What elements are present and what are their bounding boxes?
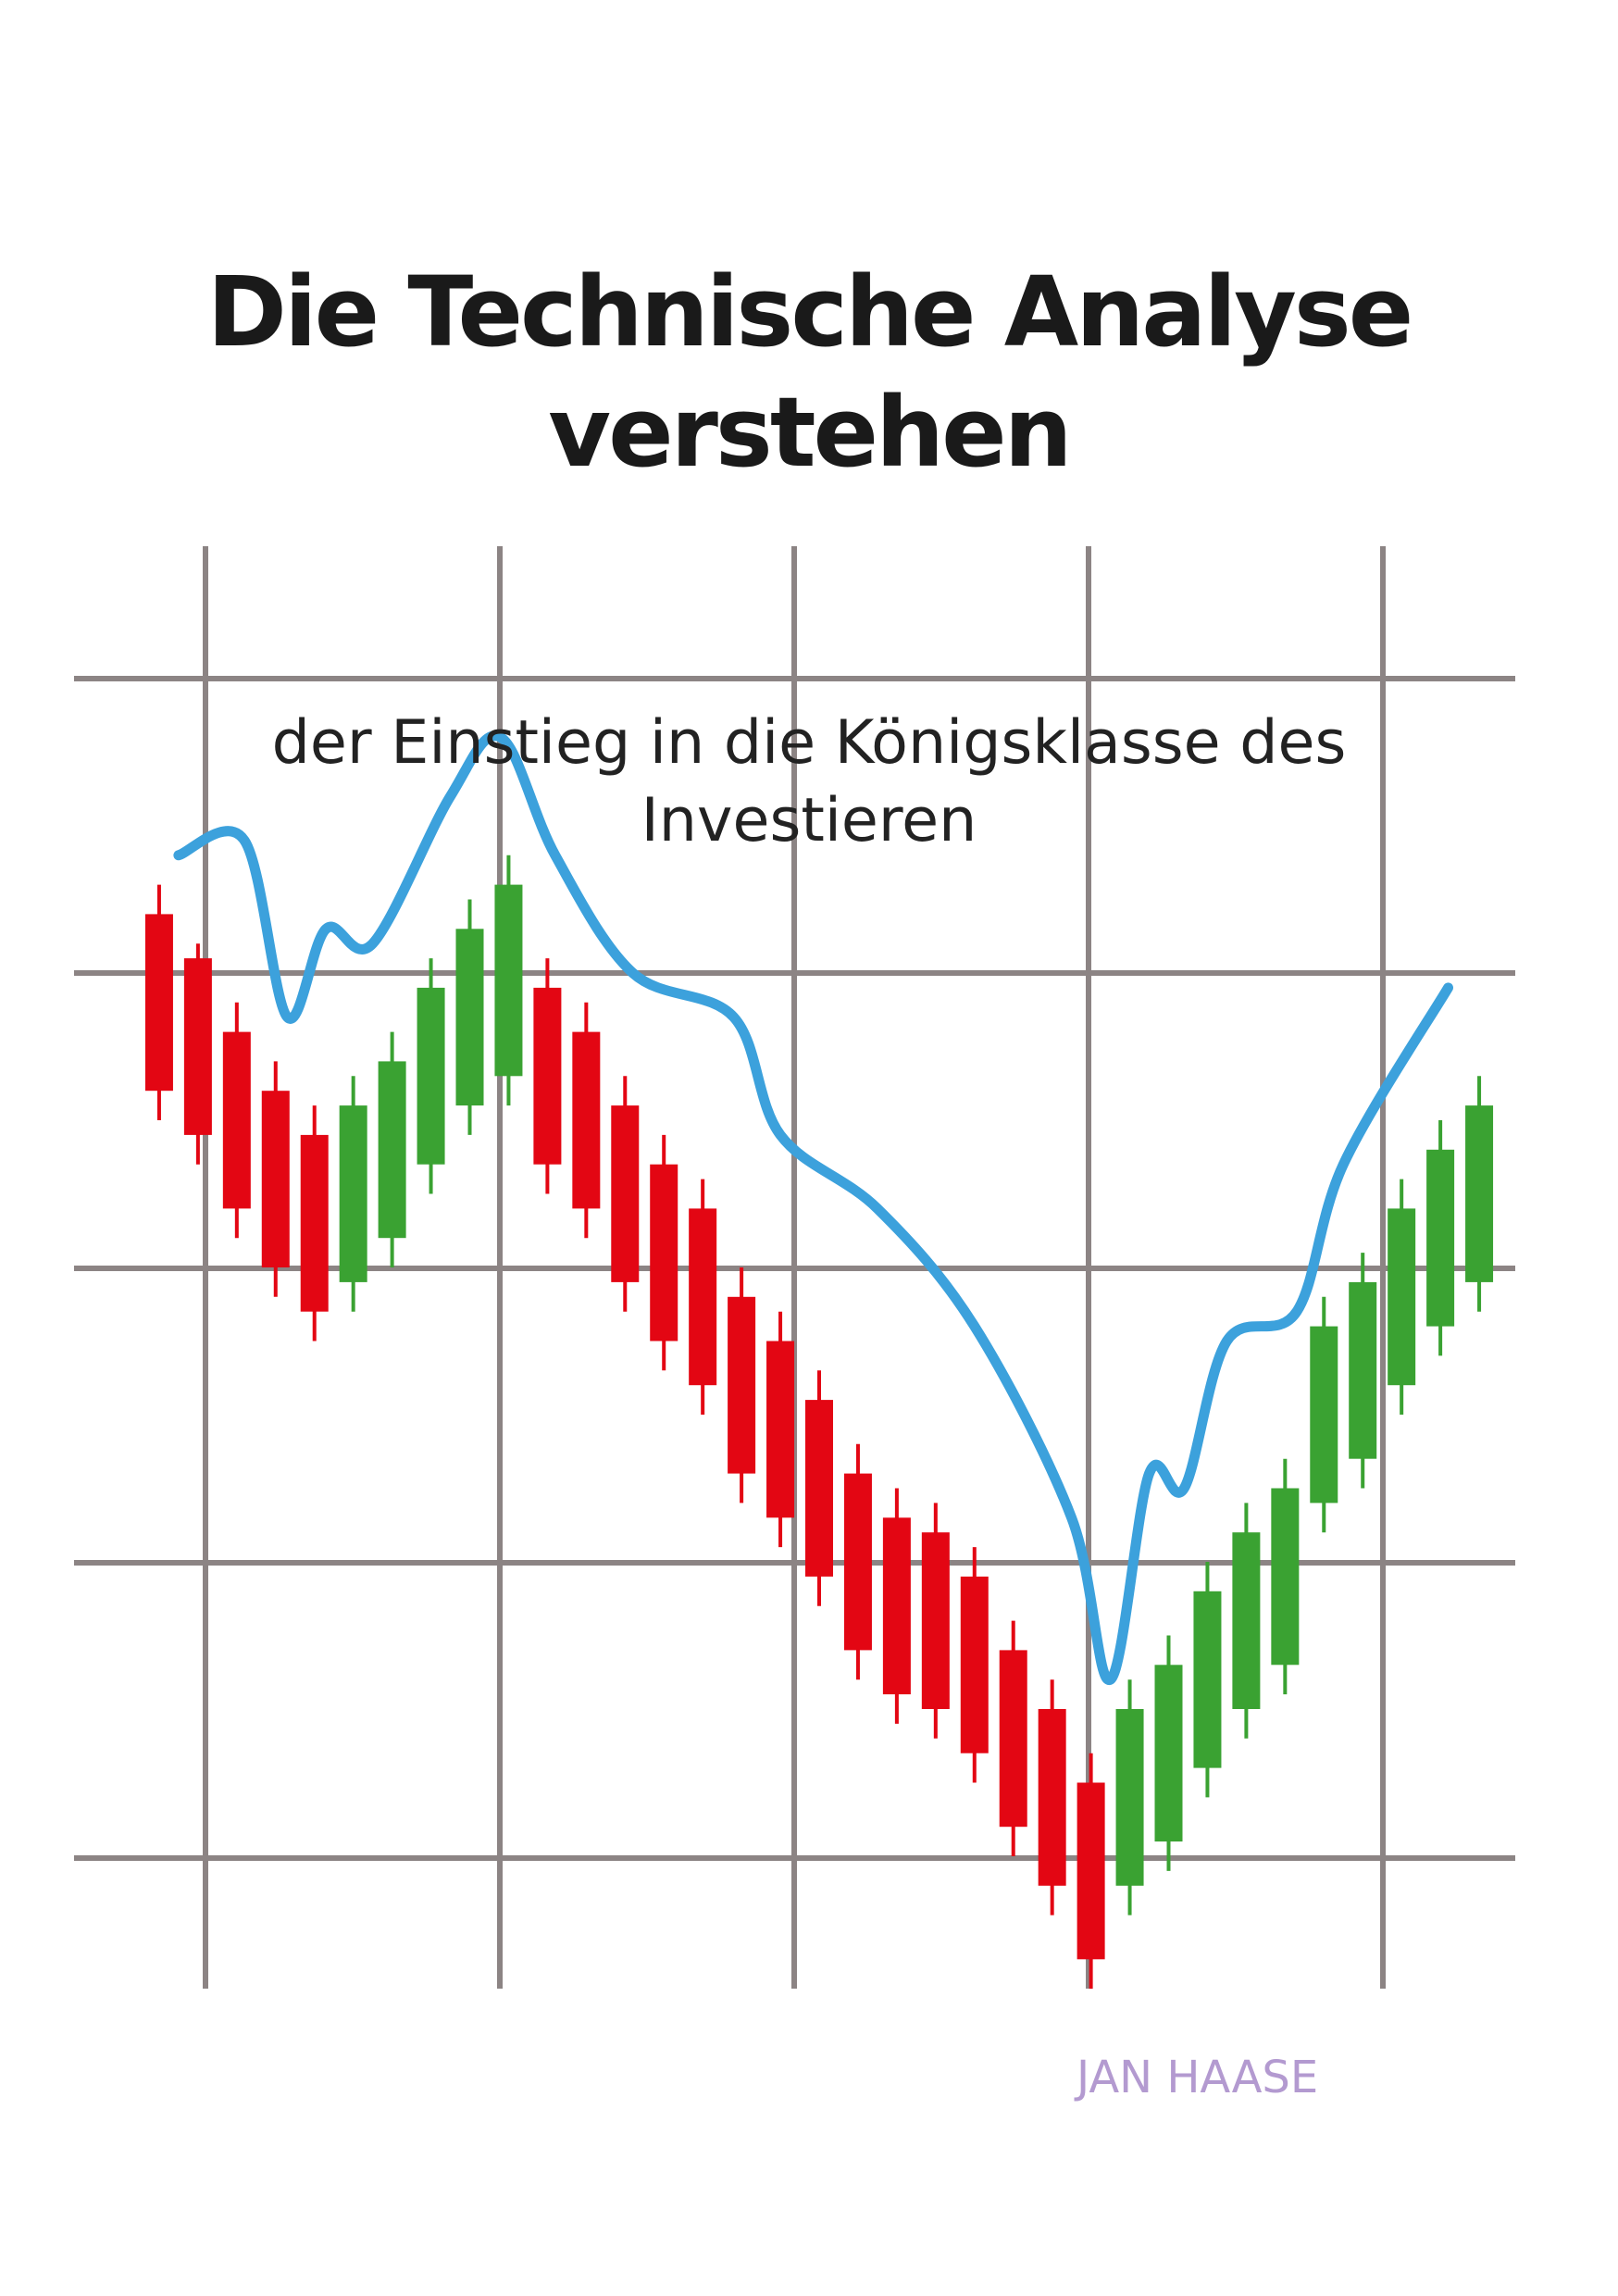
candle-1 xyxy=(144,884,173,1120)
candle-18 xyxy=(805,1370,833,1606)
candle-5 xyxy=(300,1105,329,1341)
author-name: JAN HAASE xyxy=(1077,2052,1319,2103)
book-subtitle-line-2: Investieren xyxy=(641,786,977,855)
book-subtitle-line-1: der Einstieg in die Königsklasse des xyxy=(271,708,1347,778)
candle-19 xyxy=(843,1443,872,1680)
candle-15 xyxy=(689,1179,717,1415)
candle-body-bearish xyxy=(999,1650,1027,1828)
candle-12 xyxy=(572,1002,601,1239)
candle-26 xyxy=(1115,1679,1144,1915)
candle-34 xyxy=(1426,1120,1455,1356)
candle-body-bearish xyxy=(144,914,173,1092)
candle-body-bearish xyxy=(921,1532,950,1709)
candle-27 xyxy=(1154,1635,1183,1871)
candle-body-bearish xyxy=(611,1105,640,1282)
candle-16 xyxy=(728,1267,756,1504)
candle-33 xyxy=(1388,1179,1416,1415)
candle-body-bullish xyxy=(1193,1591,1222,1768)
candle-body-bullish xyxy=(494,884,523,1077)
candle-30 xyxy=(1271,1458,1300,1695)
candle-body-bearish xyxy=(261,1091,290,1267)
book-title-line-2: verstehen xyxy=(548,376,1072,489)
candle-body-bearish xyxy=(843,1473,872,1651)
candle-2 xyxy=(183,943,212,1165)
candle-body-bearish xyxy=(183,958,212,1135)
candle-body-bullish xyxy=(1388,1208,1416,1386)
candle-31 xyxy=(1310,1296,1338,1533)
candle-body-bearish xyxy=(572,1031,601,1209)
book-title-line-1: Die Technische Analyse xyxy=(206,256,1414,368)
candle-6 xyxy=(339,1076,367,1312)
candle-7 xyxy=(378,1031,406,1267)
candle-body-bearish xyxy=(1038,1709,1066,1886)
candle-13 xyxy=(611,1076,640,1312)
candle-body-bearish xyxy=(1077,1782,1105,1960)
candle-21 xyxy=(921,1503,950,1739)
trend-line xyxy=(173,730,1453,1685)
candle-body-bullish xyxy=(1271,1488,1300,1666)
candle-24 xyxy=(1038,1679,1066,1915)
candle-body-bearish xyxy=(222,1031,251,1209)
candle-20 xyxy=(882,1488,911,1724)
candle-29 xyxy=(1232,1503,1261,1739)
candle-17 xyxy=(766,1311,795,1548)
candle-body-bullish xyxy=(1154,1665,1183,1842)
candle-body-bearish xyxy=(960,1576,989,1753)
candle-body-bullish xyxy=(1426,1149,1455,1327)
candle-35 xyxy=(1465,1076,1494,1312)
candle-body-bullish xyxy=(378,1061,406,1239)
candle-body-bullish xyxy=(455,929,484,1106)
candle-body-bullish xyxy=(1115,1709,1144,1886)
candle-body-bearish xyxy=(882,1517,911,1695)
candle-25 xyxy=(1077,1753,1105,1990)
candle-body-bullish xyxy=(1465,1105,1494,1282)
candle-4 xyxy=(261,1061,290,1297)
candle-32 xyxy=(1349,1253,1377,1489)
candlestick-series xyxy=(144,855,1494,1990)
candle-body-bullish xyxy=(1232,1532,1261,1709)
candle-22 xyxy=(960,1547,989,1783)
candle-body-bearish xyxy=(300,1134,329,1312)
candle-body-bullish xyxy=(339,1105,367,1282)
candle-9 xyxy=(455,899,484,1135)
candle-10 xyxy=(494,855,523,1106)
candle-body-bullish xyxy=(417,987,445,1165)
candle-23 xyxy=(999,1620,1027,1856)
candle-body-bearish xyxy=(805,1400,833,1577)
candle-body-bearish xyxy=(728,1296,756,1474)
candle-14 xyxy=(650,1134,678,1371)
candle-3 xyxy=(222,1002,251,1239)
candle-body-bullish xyxy=(1310,1326,1338,1504)
candle-8 xyxy=(417,958,445,1194)
candle-28 xyxy=(1193,1562,1222,1798)
candle-body-bearish xyxy=(533,987,562,1165)
candle-body-bearish xyxy=(766,1341,795,1518)
candle-11 xyxy=(533,958,562,1194)
candle-body-bearish xyxy=(689,1208,717,1386)
candle-body-bearish xyxy=(650,1164,678,1341)
candle-body-bullish xyxy=(1349,1281,1377,1459)
